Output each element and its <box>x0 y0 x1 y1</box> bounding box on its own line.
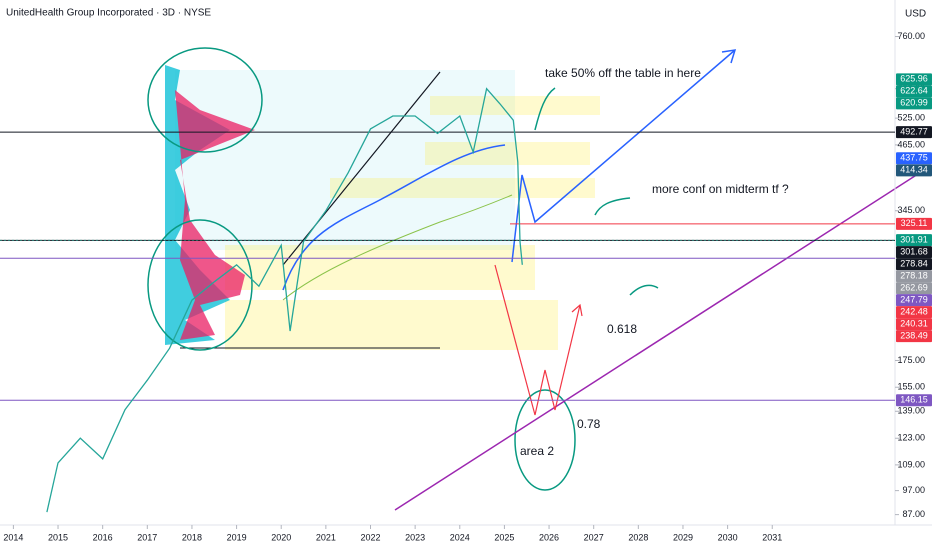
price-label: 622.64 <box>900 86 928 96</box>
y-tick-label: 109.00 <box>897 459 925 469</box>
moving-average <box>282 194 513 301</box>
x-tick-label: 2016 <box>93 532 113 542</box>
price-label: 238.49 <box>900 331 928 341</box>
x-tick-label: 2024 <box>450 532 470 542</box>
circle <box>147 219 253 351</box>
price-label-box <box>896 246 932 259</box>
price-label: 146.15 <box>900 395 928 405</box>
x-tick-label: 2026 <box>539 532 559 542</box>
annotation: more conf on midterm tf ? <box>652 182 789 196</box>
zone <box>425 142 590 165</box>
arrow-head <box>571 303 583 317</box>
price-label: 620.99 <box>900 98 928 108</box>
price-label-box <box>896 394 932 407</box>
x-tick-label: 2031 <box>762 532 782 542</box>
y-tick-label: 97.00 <box>902 485 925 495</box>
price-label-box <box>896 306 932 319</box>
price-label-box <box>896 97 932 110</box>
price-label-box <box>896 126 932 139</box>
price-label: 242.48 <box>900 307 928 317</box>
price-label: 625.96 <box>900 74 928 84</box>
projection-arrow <box>494 264 581 416</box>
pointer <box>534 87 556 131</box>
y-tick-label: 87.00 <box>902 509 925 519</box>
y-tick-label: 175.00 <box>897 355 925 365</box>
price-label: 414.34 <box>900 165 928 175</box>
price-label-box <box>896 164 932 177</box>
price-label-box <box>896 152 932 165</box>
x-tick-label: 2014 <box>3 532 23 542</box>
drawings <box>147 47 932 511</box>
x-tick-label: 2023 <box>405 532 425 542</box>
x-tick-label: 2019 <box>227 532 247 542</box>
annotation: 0.618 <box>607 322 637 336</box>
zone <box>225 245 535 290</box>
x-tick-label: 2020 <box>271 532 291 542</box>
x-tick-label: 2028 <box>628 532 648 542</box>
y-tick-label: 123.00 <box>897 433 925 443</box>
price-label-box <box>896 258 932 271</box>
x-tick-label: 2018 <box>182 532 202 542</box>
price-label-box <box>896 330 932 343</box>
price-label-box <box>896 234 932 247</box>
y-tick-label: 525.00 <box>897 113 925 123</box>
x-tick-label: 2027 <box>584 532 604 542</box>
x-tick-label: 2021 <box>316 532 336 542</box>
y-tick-label: 465.00 <box>897 139 925 149</box>
price-label-box <box>896 318 932 331</box>
annotation: take 50% off the table in here <box>545 66 701 80</box>
moving-average <box>282 144 506 291</box>
price-label: 278.84 <box>900 259 928 269</box>
price-label-box <box>896 294 932 307</box>
circle <box>147 47 263 153</box>
currency: USD <box>905 9 926 20</box>
price-label: 240.31 <box>900 319 928 329</box>
price-label-box <box>896 282 932 295</box>
price-label: 278.18 <box>900 271 928 281</box>
x-tick-label: 2017 <box>137 532 157 542</box>
zone <box>330 178 595 198</box>
circle <box>514 389 576 491</box>
price-label-box <box>896 217 932 230</box>
y-tick-label: 760.00 <box>897 31 925 41</box>
y-tick-label: 345.00 <box>897 205 925 215</box>
projection-arrow <box>511 49 736 263</box>
profile-range <box>175 70 515 250</box>
price-label: 247.79 <box>900 295 928 305</box>
price-label: 492.77 <box>900 126 928 136</box>
x-tick-label: 2022 <box>360 532 380 542</box>
y-tick-label: 155.00 <box>897 382 925 392</box>
price-label-box <box>896 85 932 98</box>
zone <box>225 300 558 350</box>
price-label-box <box>896 270 932 283</box>
price-label: 301.91 <box>900 235 928 245</box>
pointer <box>629 284 659 296</box>
price-label: 301.68 <box>900 247 928 257</box>
price-label: 325.11 <box>901 218 928 228</box>
x-tick-label: 2030 <box>718 532 738 542</box>
zone <box>430 96 600 115</box>
x-tick-label: 2025 <box>494 532 514 542</box>
chart-title: UnitedHealth Group Incorporated · 3D · N… <box>6 8 211 19</box>
annotation: area 2 <box>520 444 554 458</box>
price-label: 437.75 <box>900 153 928 163</box>
pointer <box>594 197 631 216</box>
arrow-head <box>721 49 737 64</box>
annotation: 0.78 <box>577 417 601 431</box>
y-tick-label: 139.00 <box>897 406 925 416</box>
volume-profile <box>175 90 255 340</box>
trendline <box>394 164 932 511</box>
x-tick-label: 2029 <box>673 532 693 542</box>
price-line-series <box>46 87 523 513</box>
x-tick-label: 2015 <box>48 532 68 542</box>
price-label: 262.69 <box>900 283 928 293</box>
price-label-box <box>896 73 932 86</box>
